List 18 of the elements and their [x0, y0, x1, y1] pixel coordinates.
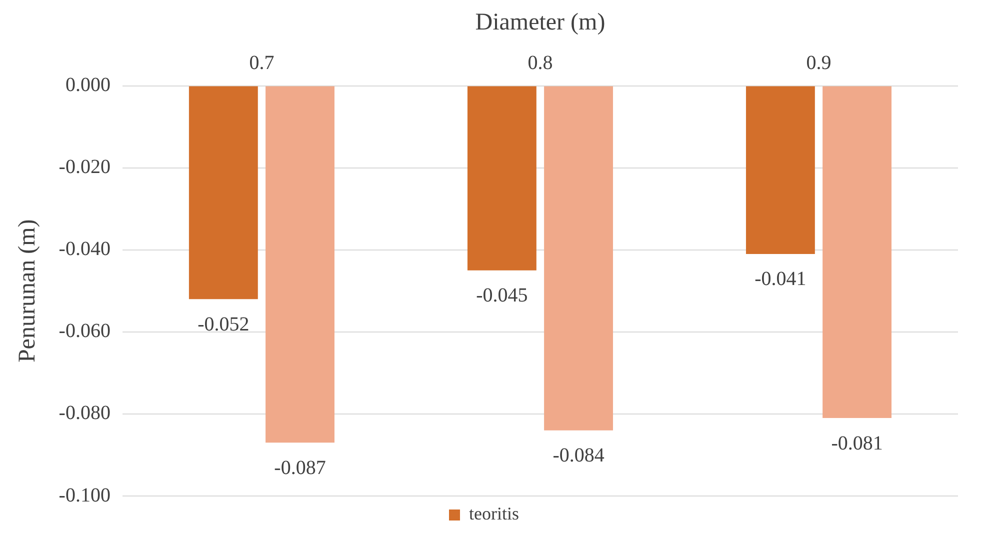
y-tick-label: 0.000 — [65, 74, 110, 96]
data-label: -0.041 — [754, 268, 806, 290]
data-label: -0.045 — [476, 284, 528, 307]
y-tick-label: -0.040 — [58, 238, 110, 260]
data-label: -0.081 — [831, 432, 883, 454]
y-tick-label: -0.020 — [58, 156, 110, 178]
data-label: -0.087 — [274, 456, 326, 479]
data-label: -0.084 — [552, 444, 604, 467]
y-tick-label: -0.100 — [58, 484, 110, 506]
y-tick-label: -0.080 — [58, 402, 110, 424]
data-label: -0.052 — [198, 313, 250, 336]
y-tick-label: -0.060 — [58, 320, 110, 342]
y-axis-title: Penurunan (m) — [14, 219, 41, 363]
x-tick-label: 0.7 — [249, 52, 274, 74]
x-tick-label: 0.9 — [806, 52, 832, 74]
legend-label: teoritis — [469, 504, 520, 524]
x-tick-label: 0.8 — [528, 52, 553, 74]
x-axis-title: Diameter (m) — [475, 10, 606, 36]
